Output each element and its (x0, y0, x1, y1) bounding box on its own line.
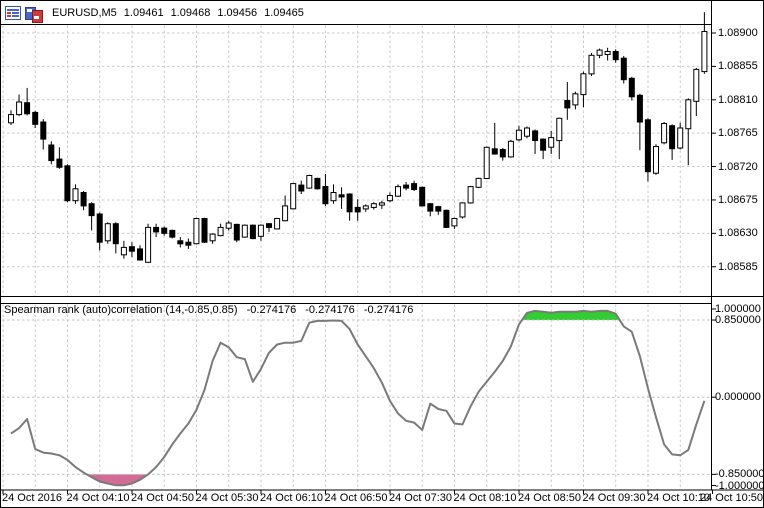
indicator-legend: Spearman rank (auto)correlation (14,-0.8… (4, 304, 413, 317)
quote-high: 1.09468 (170, 7, 211, 19)
bar-charts-icon (25, 6, 43, 23)
symbol-period-label: EURUSD,M5 (52, 7, 117, 19)
quote-open: 1.09461 (123, 7, 164, 19)
spearman-line (10, 309, 706, 487)
quote-low: 1.09456 (217, 7, 258, 19)
indicator-value-2: -0.274176 (305, 304, 355, 316)
quote-close: 1.09465 (264, 7, 304, 19)
market-watch-icon (5, 6, 21, 20)
indicator-name: Spearman rank (auto)correlation (4, 304, 163, 316)
candles (8, 12, 708, 263)
quote-bar: EURUSD,M5 1.09461 1.09468 1.09456 1.0946… (5, 4, 304, 23)
indicator-value-3: -0.274176 (363, 304, 414, 316)
indicator-params: (14,-0.85,0.85) (165, 304, 238, 316)
indicator-value-1: -0.274176 (246, 304, 297, 316)
